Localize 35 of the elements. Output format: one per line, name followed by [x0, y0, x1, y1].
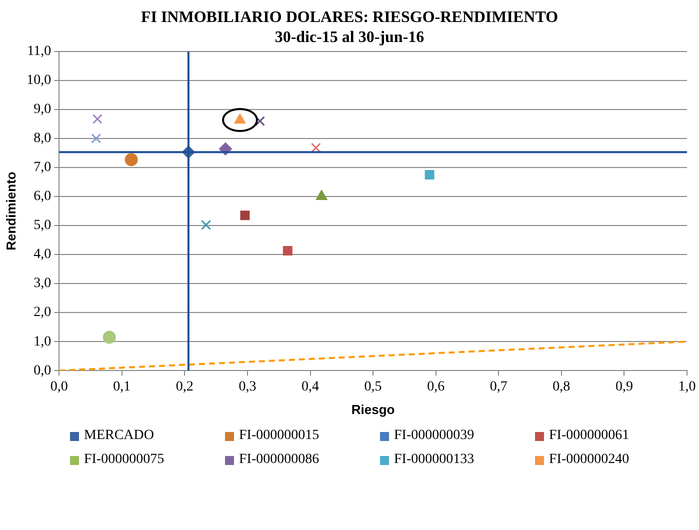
chart-subtitle: 30-dic-15 al 30-jun-16 — [274, 29, 424, 46]
x-tick-label: 0,7 — [490, 380, 508, 395]
y-tick-label: 9,0 — [34, 102, 52, 118]
x-tick-label: 0,0 — [50, 380, 68, 395]
legend-label: FI-000000133 — [394, 452, 474, 468]
x-tick-label: 0,5 — [364, 380, 382, 395]
y-tick-label: 1,0 — [34, 334, 52, 350]
x-tick-label: 0,1 — [113, 380, 131, 395]
x-tick-label: 0,2 — [176, 380, 194, 395]
x-tick-label: 0,4 — [302, 380, 320, 395]
y-tick-label: 0,0 — [34, 363, 52, 378]
x-tick-label: 1,0 — [678, 380, 696, 395]
x-tick-label: 0,6 — [427, 380, 445, 395]
y-tick-label: 7,0 — [34, 160, 52, 176]
x-tick-label: 0,9 — [615, 380, 633, 395]
y-tick-label: 6,0 — [34, 189, 52, 204]
y-tick-label: 2,0 — [34, 305, 52, 320]
legend-label: FI-000000061 — [549, 428, 630, 444]
x-tick-label: 0,8 — [552, 380, 570, 395]
legend-label: FI-000000039 — [394, 428, 474, 444]
y-tick-label: 3,0 — [34, 276, 52, 292]
y-tick-label: 5,0 — [34, 218, 52, 234]
legend-label: MERCADO — [84, 428, 154, 444]
y-tick-label: 10,0 — [26, 73, 52, 88]
y-tick-label: 4,0 — [34, 247, 52, 262]
legend-label: FI-000000015 — [239, 428, 320, 444]
x-axis-title: Riesgo — [351, 402, 395, 417]
y-axis-title: Rendimiento — [3, 172, 18, 250]
y-tick-label: 8,0 — [34, 131, 52, 146]
legend-label: FI-000000075 — [84, 452, 164, 468]
chart-title: FI INMOBILIARIO DOLARES: RIESGO-RENDIMIENTO — [140, 8, 560, 28]
legend-label: FI-000000086 — [239, 452, 320, 468]
legend-label: FI-000000240 — [549, 452, 630, 468]
x-tick-label: 0,3 — [238, 380, 256, 395]
y-tick-label: 11,0 — [27, 44, 52, 60]
